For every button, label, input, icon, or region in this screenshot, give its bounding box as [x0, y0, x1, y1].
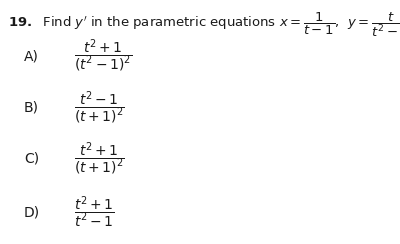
- Text: C): C): [24, 152, 39, 166]
- Text: $\dfrac{t^2+1}{t^2-1}$: $\dfrac{t^2+1}{t^2-1}$: [74, 194, 115, 230]
- Text: $\dfrac{t^2-1}{(t+1)^2}$: $\dfrac{t^2-1}{(t+1)^2}$: [74, 89, 125, 126]
- Text: $\dfrac{t^2+1}{(t^2-1)^2}$: $\dfrac{t^2+1}{(t^2-1)^2}$: [74, 38, 132, 74]
- Text: $\dfrac{t^2+1}{(t+1)^2}$: $\dfrac{t^2+1}{(t+1)^2}$: [74, 140, 125, 177]
- Text: $\mathbf{19.}$  Find $y'$ in the parametric equations $x = \dfrac{1}{t-1}$,  $y : $\mathbf{19.}$ Find $y'$ in the parametr…: [8, 11, 400, 39]
- Text: A): A): [24, 49, 39, 63]
- Text: D): D): [24, 205, 40, 219]
- Text: B): B): [24, 100, 39, 114]
